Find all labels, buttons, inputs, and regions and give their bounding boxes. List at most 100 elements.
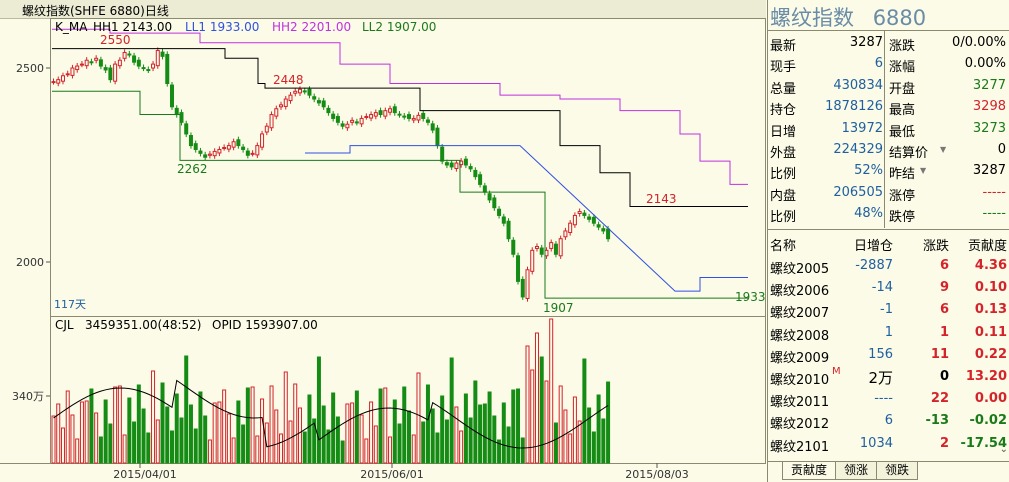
volume-bar: [383, 387, 388, 464]
candle: [440, 146, 445, 162]
candle: [539, 247, 544, 255]
quote-label: 最高: [889, 103, 916, 119]
candle: [568, 222, 573, 234]
candle: [293, 90, 298, 94]
candle: [84, 59, 89, 67]
contract-name: 螺纹2008: [770, 328, 830, 344]
candle: [482, 185, 487, 193]
candle: [127, 53, 132, 56]
volume-bar: [250, 386, 255, 464]
quote-row: 总量 430834 开盘 3277: [768, 75, 1009, 97]
quote-label: 最新: [770, 39, 797, 54]
quote-value: 0.00%: [964, 56, 1006, 72]
candle: [260, 133, 265, 148]
candle: [497, 208, 502, 216]
instrument-name: 螺纹指数: [770, 6, 854, 30]
tab-leading-up[interactable]: 领涨: [835, 462, 878, 480]
candle: [174, 107, 179, 116]
contract-header: 涨跌: [922, 239, 949, 254]
volume-bar: [388, 436, 393, 464]
volume-bars: [51, 318, 611, 464]
volume-bar: [212, 402, 217, 464]
ll2-line: [52, 90, 748, 299]
volume-bar: [274, 409, 279, 464]
kline-chart[interactable]: K_MA HH1 2143.00 LL1 1933.00 HH2 2201.00 LL2…: [0, 18, 766, 482]
contract-row[interactable]: 螺纹2012 6 -13 -0.02: [768, 410, 1009, 432]
dropdown-arrow-icon[interactable]: ▼: [920, 166, 927, 176]
quote-label: 昨结: [889, 167, 916, 183]
contract-row[interactable]: 螺纹2006 -14 9 0.10: [768, 277, 1009, 299]
low-marker-label: 1933: [735, 290, 766, 304]
volume-bar: [407, 410, 411, 464]
volume-bar: [340, 440, 345, 464]
quote-value: 3287: [972, 163, 1006, 179]
quote-value: 3277: [972, 77, 1006, 93]
candle: [151, 63, 156, 69]
candle: [563, 230, 568, 238]
contract-header: 名称: [770, 239, 797, 254]
candle: [335, 116, 340, 123]
candle: [89, 61, 94, 64]
candle: [141, 67, 146, 70]
candle: [165, 53, 170, 85]
contract-header-row: 名称 日增仓 涨跌 贡献度: [768, 232, 1009, 254]
volume-bar: [468, 417, 473, 464]
quote-row: 外盘 224329 结算价 0 ▼: [768, 139, 1009, 161]
contract-row[interactable]: 螺纹2101 1034 2 -17.54: [768, 433, 1009, 455]
contract-row[interactable]: 螺纹2009 156 11 0.22: [768, 344, 1009, 366]
contract-row[interactable]: 螺纹2007 -1 6 0.13: [768, 299, 1009, 321]
volume-bar: [563, 409, 568, 464]
volume-bar: [136, 384, 141, 464]
candle: [506, 220, 511, 240]
candle: [160, 51, 165, 57]
volume-bar: [350, 402, 355, 464]
scroll-down-icon[interactable]: ⌄: [999, 444, 1008, 455]
dropdown-arrow-icon[interactable]: ▼: [940, 145, 947, 154]
candle: [430, 123, 435, 131]
candle: [245, 150, 250, 156]
contract-name: 螺纹2012: [770, 417, 830, 433]
quote-value: 1878126: [825, 99, 883, 115]
candle: [416, 114, 421, 121]
candle: [383, 110, 388, 117]
candle: [397, 113, 402, 116]
contract-contribution: -0.02: [969, 413, 1007, 429]
volume-bar: [501, 402, 506, 464]
contract-oi-change: 1034: [859, 435, 893, 451]
volume-bar: [269, 385, 274, 464]
contract-row[interactable]: 螺纹2008 1 1 0.11: [768, 322, 1009, 344]
candle: [373, 112, 378, 117]
volume-bar: [553, 422, 558, 464]
volume-bar: [459, 430, 464, 464]
volume-bar: [188, 404, 193, 464]
candle: [463, 158, 468, 166]
volume-bar: [255, 435, 260, 464]
candle: [65, 73, 70, 76]
contract-change: 0: [939, 369, 949, 384]
candle: [487, 193, 492, 201]
quote-value: 3273: [972, 120, 1006, 136]
contract-row[interactable]: 螺纹2010 M 2万 0 13.20: [768, 366, 1009, 388]
x-axis-label: 2015/06/01: [360, 468, 423, 481]
contract-contribution: 0.00: [974, 391, 1007, 407]
tab-contribution[interactable]: 贡献度: [782, 462, 837, 480]
candle: [302, 90, 307, 93]
candle: [98, 59, 103, 67]
candle: [591, 216, 596, 224]
candle: [51, 81, 56, 84]
volume-bar: [283, 371, 288, 464]
contract-row[interactable]: 螺纹2011 ---- 22 0.00: [768, 388, 1009, 410]
days-count-label: 117天: [54, 298, 86, 311]
candle: [444, 162, 449, 166]
contract-contribution: 0.13: [974, 302, 1007, 318]
volume-bar: [98, 436, 103, 464]
quote-label: 现手: [770, 60, 797, 76]
volume-bar: [601, 418, 606, 464]
contract-row[interactable]: 螺纹2005 -2887 6 4.36: [768, 255, 1009, 277]
candle: [79, 63, 84, 66]
volume-average-line: [53, 379, 609, 449]
hh1-line: [52, 48, 748, 208]
contract-change: 1: [939, 324, 949, 340]
candle: [170, 84, 174, 108]
tab-leading-down[interactable]: 领跌: [876, 462, 919, 480]
